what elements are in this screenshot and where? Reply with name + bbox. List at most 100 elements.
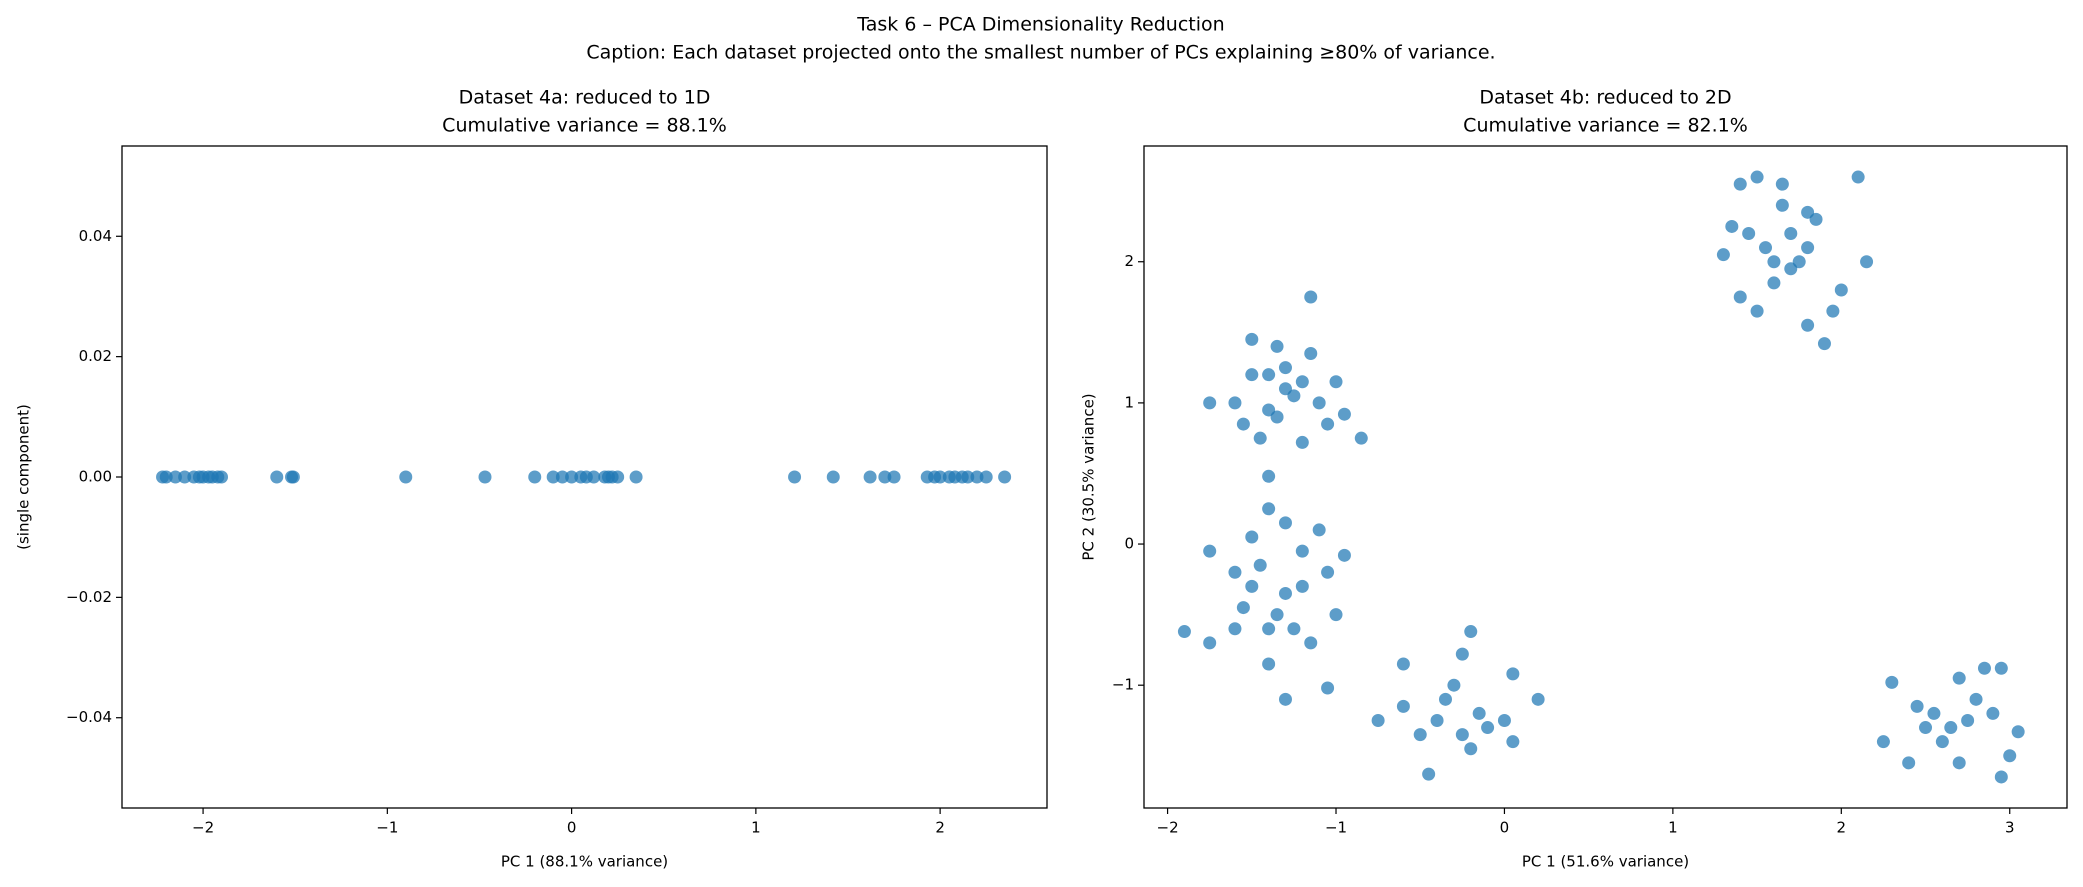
point bbox=[1472, 706, 1486, 720]
y-tick-label: −1 bbox=[1112, 676, 1134, 694]
point bbox=[1262, 657, 1276, 671]
point bbox=[1312, 396, 1326, 410]
y-tick-label: 2 bbox=[1124, 252, 1134, 270]
point bbox=[1464, 625, 1478, 639]
point bbox=[1506, 735, 1520, 749]
point bbox=[546, 470, 560, 484]
point bbox=[1994, 770, 2008, 784]
x-tick-label: 2 bbox=[935, 819, 945, 837]
point bbox=[1278, 586, 1292, 600]
point bbox=[1935, 735, 1949, 749]
point bbox=[1876, 735, 1890, 749]
point bbox=[1253, 558, 1267, 572]
point bbox=[1885, 675, 1899, 689]
point bbox=[1312, 523, 1326, 537]
point bbox=[1716, 248, 1730, 262]
point bbox=[933, 470, 947, 484]
x-tick-label: −1 bbox=[1325, 819, 1347, 837]
point bbox=[1531, 692, 1545, 706]
point bbox=[1321, 565, 1335, 579]
point bbox=[1228, 622, 1242, 636]
point bbox=[1203, 636, 1217, 650]
point bbox=[478, 470, 492, 484]
subplot-title: Dataset 4a: reduced to 1D bbox=[459, 87, 711, 109]
point bbox=[2003, 749, 2017, 763]
x-tick-label: 2 bbox=[1837, 819, 1847, 837]
x-tick-label: −2 bbox=[192, 819, 214, 837]
point bbox=[970, 470, 984, 484]
point bbox=[1809, 212, 1823, 226]
point bbox=[1775, 177, 1789, 191]
point bbox=[1295, 544, 1309, 558]
point bbox=[826, 470, 840, 484]
y-tick-label: 0.04 bbox=[79, 227, 112, 245]
point bbox=[1994, 661, 2008, 675]
point bbox=[1801, 318, 1815, 332]
point bbox=[555, 470, 569, 484]
point bbox=[1969, 692, 1983, 706]
point bbox=[1278, 516, 1292, 530]
point bbox=[1455, 728, 1469, 742]
point bbox=[1371, 713, 1385, 727]
point bbox=[1733, 177, 1747, 191]
x-tick-label: 1 bbox=[751, 819, 761, 837]
point bbox=[1396, 657, 1410, 671]
point bbox=[1236, 601, 1250, 615]
point bbox=[587, 470, 601, 484]
subplot-subtitle: Cumulative variance = 88.1% bbox=[442, 115, 727, 137]
point bbox=[1767, 255, 1781, 269]
point bbox=[565, 470, 579, 484]
point bbox=[1481, 721, 1495, 735]
point bbox=[1952, 756, 1966, 770]
point bbox=[1784, 262, 1798, 276]
point bbox=[1817, 337, 1831, 351]
x-tick-label: 3 bbox=[2005, 819, 2015, 837]
point bbox=[1329, 375, 1343, 389]
point bbox=[961, 470, 975, 484]
point bbox=[1354, 431, 1368, 445]
point bbox=[1944, 721, 1958, 735]
point bbox=[1177, 625, 1191, 639]
subplot-title: Dataset 4b: reduced to 2D bbox=[1479, 87, 1731, 109]
figure-title: Task 6 – PCA Dimensionality Reduction bbox=[856, 14, 1224, 36]
point bbox=[1295, 375, 1309, 389]
point bbox=[1329, 608, 1343, 622]
point bbox=[1321, 417, 1335, 431]
point bbox=[1287, 389, 1301, 403]
point bbox=[1422, 767, 1436, 781]
x-tick-label: −2 bbox=[1157, 819, 1179, 837]
point bbox=[399, 470, 413, 484]
point bbox=[1262, 502, 1276, 516]
point bbox=[1860, 255, 1874, 269]
point bbox=[1262, 368, 1276, 382]
x-axis-label: PC 1 (88.1% variance) bbox=[501, 853, 668, 871]
point bbox=[1750, 304, 1764, 318]
point bbox=[1902, 756, 1916, 770]
point bbox=[1767, 276, 1781, 290]
point bbox=[1733, 290, 1747, 304]
point bbox=[1253, 431, 1267, 445]
point bbox=[168, 470, 182, 484]
point bbox=[1337, 407, 1351, 421]
point bbox=[1270, 410, 1284, 424]
point bbox=[1304, 290, 1318, 304]
point bbox=[1203, 544, 1217, 558]
x-axis-label: PC 1 (51.6% variance) bbox=[1522, 853, 1689, 871]
point bbox=[1245, 530, 1259, 544]
point bbox=[1295, 435, 1309, 449]
point bbox=[629, 470, 643, 484]
point bbox=[863, 470, 877, 484]
point bbox=[1961, 713, 1975, 727]
x-tick-label: 1 bbox=[1668, 819, 1678, 837]
point bbox=[1278, 692, 1292, 706]
point bbox=[286, 470, 300, 484]
point bbox=[528, 470, 542, 484]
point bbox=[887, 470, 901, 484]
point bbox=[878, 470, 892, 484]
y-tick-label: −0.02 bbox=[66, 588, 112, 606]
point bbox=[1952, 671, 1966, 685]
point bbox=[1236, 417, 1250, 431]
point bbox=[2011, 725, 2025, 739]
point bbox=[1430, 713, 1444, 727]
